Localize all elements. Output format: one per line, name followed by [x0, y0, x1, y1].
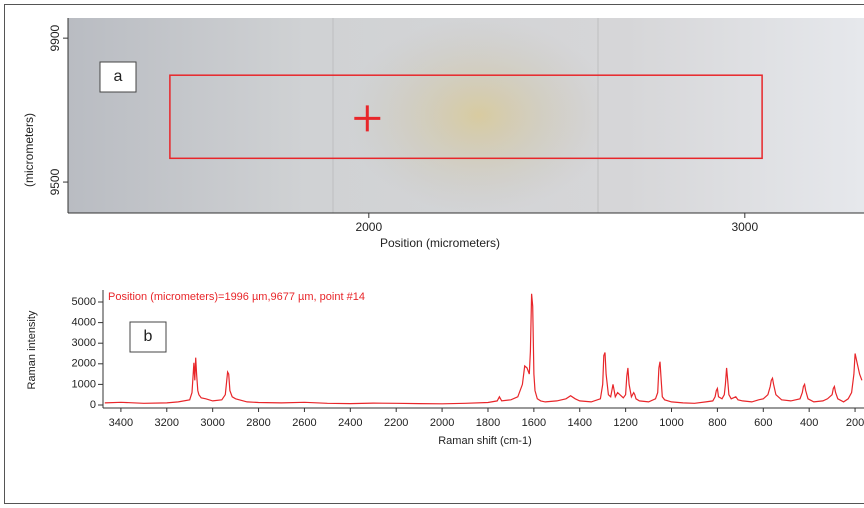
- spectrum-line: [104, 293, 863, 405]
- x-axis-label: Position (micrometers): [380, 236, 500, 250]
- y-tick-label: 0: [90, 399, 96, 411]
- x-tick-label: 2000: [355, 220, 382, 234]
- x-tick-label: 1800: [476, 417, 500, 429]
- x-tick-label: 1000: [659, 417, 683, 429]
- y-tick-label: 2000: [72, 358, 96, 370]
- y-tick-label: 3000: [72, 337, 96, 349]
- x-axis-label: Raman shift (cm-1): [438, 435, 532, 447]
- y-axis-label: (micrometers): [22, 113, 36, 187]
- x-tick-label: 3200: [155, 417, 179, 429]
- panel-label: a: [114, 68, 123, 85]
- position-marker: [354, 105, 381, 132]
- y-tick-label: 4000: [72, 317, 96, 329]
- x-tick-label: 200: [846, 417, 864, 429]
- y-tick-label: 9500: [48, 168, 62, 195]
- x-tick-label: 3000: [200, 417, 224, 429]
- x-tick-label: 1600: [522, 417, 546, 429]
- frame: [4, 4, 864, 504]
- x-tick-label: 400: [800, 417, 818, 429]
- y-tick-label: 9900: [48, 24, 62, 51]
- x-tick-label: 2600: [292, 417, 316, 429]
- annotation: Position (micrometers)=1996 µm,9677 µm, …: [108, 291, 365, 303]
- x-tick-label: 3400: [109, 417, 133, 429]
- microscope-image: [68, 18, 864, 213]
- x-tick-label: 2400: [338, 417, 362, 429]
- y-tick-label: 1000: [72, 378, 96, 390]
- x-tick-label: 2000: [430, 417, 454, 429]
- y-axis-label: Raman intensity: [26, 310, 38, 389]
- scan-region: [169, 74, 763, 160]
- x-tick-label: 800: [708, 417, 726, 429]
- panel-label-box: [99, 61, 137, 93]
- x-tick-label: 1400: [568, 417, 592, 429]
- panel-label: b: [144, 328, 153, 345]
- x-tick-label: 2800: [246, 417, 270, 429]
- y-tick-label: 5000: [72, 296, 96, 308]
- x-tick-label: 2200: [384, 417, 408, 429]
- x-tick-label: 3000: [731, 220, 758, 234]
- x-tick-label: 600: [754, 417, 772, 429]
- x-tick-label: 1200: [613, 417, 637, 429]
- panel-label-box: [129, 321, 167, 353]
